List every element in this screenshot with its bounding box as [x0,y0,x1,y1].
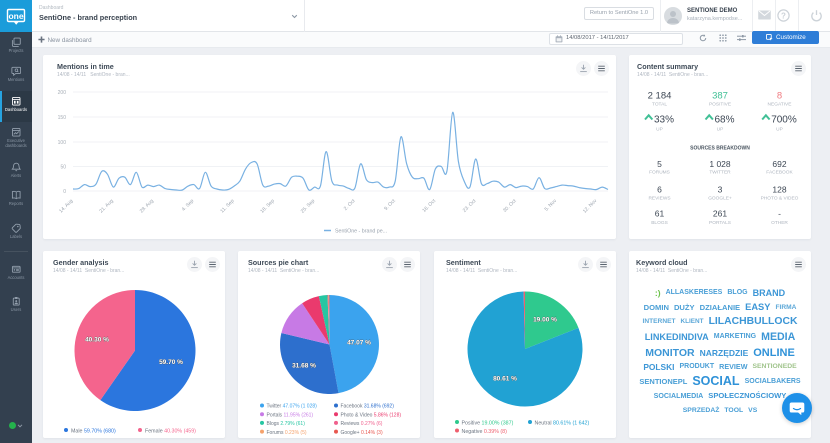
svg-text:one: one [8,11,23,21]
svg-text:Reviews 0.27% (6): Reviews 0.27% (6) [341,421,383,427]
svg-text:Female 40.30% (459): Female 40.30% (459) [145,428,196,434]
svg-text:47.07 %: 47.07 % [347,340,371,347]
svg-text:50: 50 [60,164,66,170]
svg-text:NEGATIVE: NEGATIVE [768,102,792,108]
svg-text:150: 150 [58,115,67,121]
svg-text:61: 61 [655,209,665,219]
svg-text:Forums 0.23% (5): Forums 0.23% (5) [267,430,307,436]
svg-text:Positive 19.00% (387): Positive 19.00% (387) [462,420,514,426]
svg-text:59.70 %: 59.70 % [159,359,183,366]
svg-text:33%: 33% [654,115,674,126]
svg-text:1 028: 1 028 [709,159,731,169]
svg-text:80.61 %: 80.61 % [493,376,517,383]
svg-text:387: 387 [712,91,728,102]
svg-text:OTHER: OTHER [771,220,788,226]
svg-text:19.00 %: 19.00 % [533,317,557,324]
svg-text:Neutral 80.61% (1 642): Neutral 80.61% (1 642) [535,420,590,426]
svg-text:Facebook 31.68% (692): Facebook 31.68% (692) [341,404,395,410]
svg-text:Male 59.70% (680): Male 59.70% (680) [71,428,116,434]
svg-text:UP: UP [776,127,783,133]
svg-text:UP: UP [717,127,724,133]
svg-text:POSITIVE: POSITIVE [709,102,731,108]
svg-text:PHOTO & VIDEO: PHOTO & VIDEO [761,196,799,202]
svg-text:692: 692 [772,159,786,169]
svg-text:2 184: 2 184 [648,91,672,102]
svg-text:PORTALS: PORTALS [709,220,731,226]
svg-text:Photo & Video 5.86% (128): Photo & Video 5.86% (128) [341,412,402,418]
svg-text:3: 3 [718,185,723,195]
svg-text:Google+ 0.14% (3): Google+ 0.14% (3) [341,430,383,436]
svg-text:?: ? [781,11,786,20]
svg-text:REVIEWS: REVIEWS [648,196,670,202]
svg-text:GOOGLE+: GOOGLE+ [708,196,732,202]
svg-text:700%: 700% [771,115,797,126]
svg-text:-: - [778,209,781,219]
svg-text:SentiOne - brand pe...: SentiOne - brand pe... [335,229,387,235]
svg-text:Twitter 47.07% (1 028): Twitter 47.07% (1 028) [267,404,318,410]
svg-text:31.68 %: 31.68 % [292,363,316,370]
svg-text:200: 200 [58,90,67,96]
svg-text:100: 100 [58,140,67,146]
svg-text:SOURCES BREAKDOWN: SOURCES BREAKDOWN [690,146,750,152]
svg-text:128: 128 [772,185,786,195]
svg-text:40.30 %: 40.30 % [85,337,109,344]
svg-text:Portals 11.95% (261): Portals 11.95% (261) [267,412,314,418]
svg-text:FORUMS: FORUMS [649,170,670,176]
svg-text:Blogs 2.79% (61): Blogs 2.79% (61) [267,421,306,427]
svg-text:0: 0 [63,189,66,195]
svg-text:UP: UP [656,127,663,133]
svg-text:261: 261 [713,209,727,219]
svg-text:BLOGS: BLOGS [651,220,668,226]
svg-text:FACEBOOK: FACEBOOK [766,170,793,176]
svg-text:8: 8 [777,91,782,102]
svg-text:68%: 68% [715,115,735,126]
svg-text:5: 5 [657,159,662,169]
svg-text:TWITTER: TWITTER [709,170,731,176]
svg-text:Negative 0.39% (8): Negative 0.39% (8) [462,429,508,435]
svg-text:6: 6 [657,185,662,195]
svg-text:TOTAL: TOTAL [652,102,667,108]
